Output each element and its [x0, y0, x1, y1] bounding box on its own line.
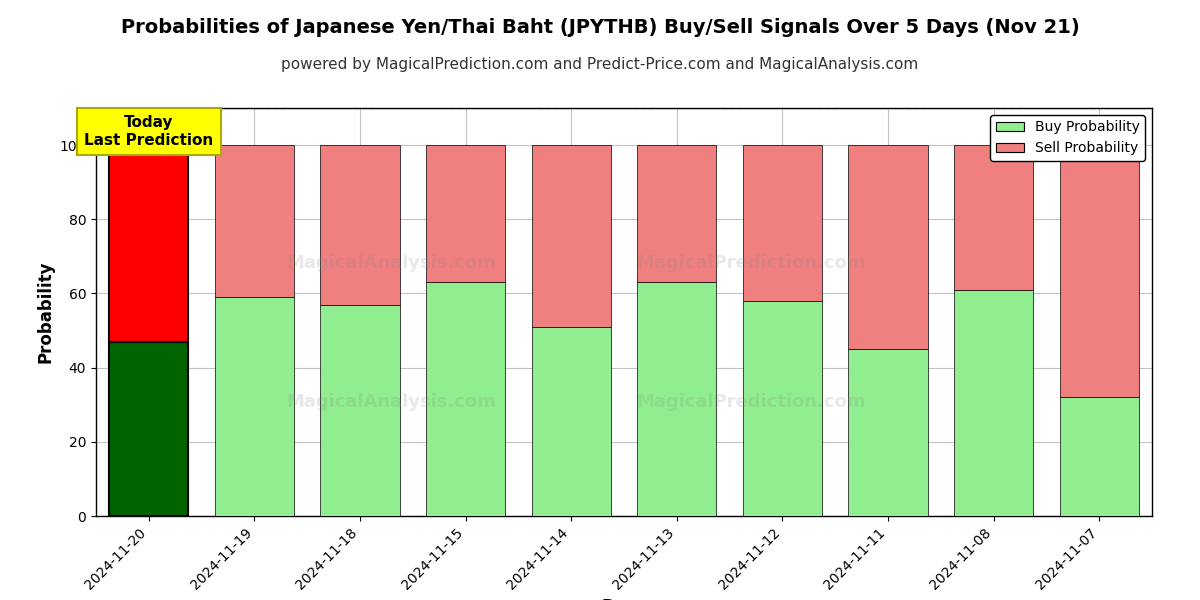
Y-axis label: Probability: Probability: [36, 261, 54, 363]
Bar: [848, 145, 928, 349]
Bar: [743, 301, 822, 516]
Bar: [1060, 397, 1139, 516]
Bar: [426, 283, 505, 516]
X-axis label: Days: Days: [601, 598, 647, 600]
Bar: [215, 297, 294, 516]
Bar: [848, 349, 928, 516]
Bar: [320, 305, 400, 516]
Bar: [1060, 145, 1139, 397]
Legend: Buy Probability, Sell Probability: Buy Probability, Sell Probability: [990, 115, 1145, 161]
Bar: [320, 145, 400, 305]
Bar: [637, 283, 716, 516]
Text: powered by MagicalPrediction.com and Predict-Price.com and MagicalAnalysis.com: powered by MagicalPrediction.com and Pre…: [281, 57, 919, 72]
Bar: [109, 145, 188, 341]
Bar: [954, 145, 1033, 290]
Bar: [215, 145, 294, 297]
Text: MagicalPrediction.com: MagicalPrediction.com: [636, 393, 865, 411]
Text: MagicalAnalysis.com: MagicalAnalysis.com: [287, 254, 497, 272]
Bar: [637, 145, 716, 283]
Bar: [426, 145, 505, 283]
Bar: [109, 341, 188, 516]
Bar: [743, 145, 822, 301]
Text: Probabilities of Japanese Yen/Thai Baht (JPYTHB) Buy/Sell Signals Over 5 Days (N: Probabilities of Japanese Yen/Thai Baht …: [121, 18, 1079, 37]
Bar: [532, 327, 611, 516]
Text: MagicalAnalysis.com: MagicalAnalysis.com: [287, 393, 497, 411]
Bar: [954, 290, 1033, 516]
Bar: [532, 145, 611, 327]
Text: Today
Last Prediction: Today Last Prediction: [84, 115, 214, 148]
Text: MagicalPrediction.com: MagicalPrediction.com: [636, 254, 865, 272]
